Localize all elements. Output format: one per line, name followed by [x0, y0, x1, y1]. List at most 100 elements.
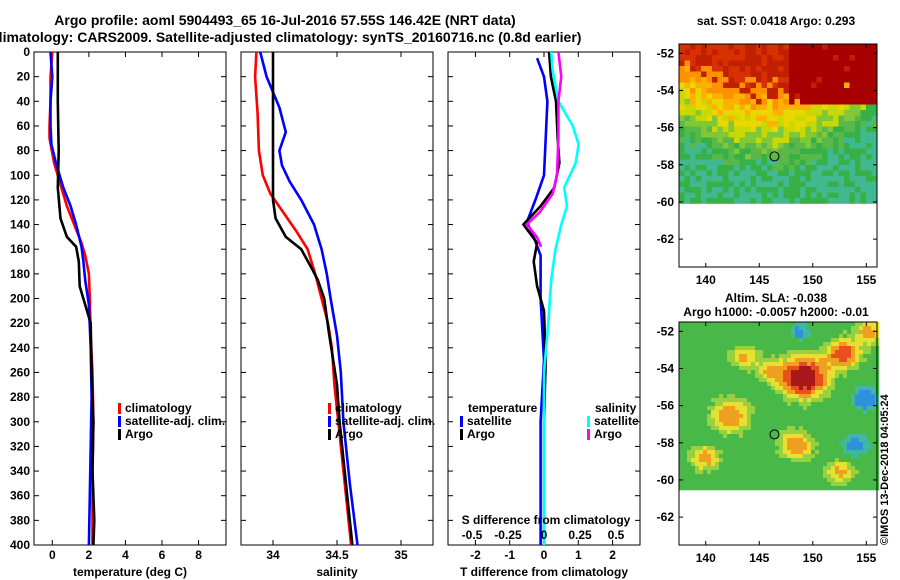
map-cell [701, 88, 707, 94]
map-cell [691, 326, 696, 331]
map-cell [751, 482, 756, 487]
map-cell [807, 394, 812, 399]
map-cell [831, 346, 836, 351]
map-cell [683, 390, 688, 395]
map-cell [734, 60, 740, 67]
map-cell [839, 330, 844, 335]
map-cell [783, 99, 790, 105]
map-cell [871, 326, 876, 331]
map-cell [706, 110, 713, 116]
map-cell [739, 414, 744, 419]
map-cell [859, 354, 864, 359]
map-cell [843, 398, 848, 403]
map-cell [803, 338, 808, 343]
map-cell [811, 382, 816, 387]
map-cell [783, 418, 788, 423]
map-cell [683, 466, 688, 471]
map-cell [703, 378, 708, 383]
map-cell [849, 121, 856, 127]
map-cell [751, 434, 756, 439]
map-cell [822, 104, 828, 111]
map-cell [831, 454, 836, 459]
map-cell [717, 159, 724, 166]
map-cell [803, 366, 808, 371]
map-cell [839, 326, 844, 331]
map-cell [783, 422, 788, 427]
map-cell [743, 378, 748, 383]
map-cell [779, 430, 784, 435]
map-cell [743, 394, 748, 399]
map-cell [859, 398, 864, 403]
map-cell [779, 350, 784, 355]
map-cell [783, 66, 790, 72]
map-cell [807, 374, 812, 379]
map-cell [795, 366, 800, 371]
map-cell [679, 143, 685, 149]
map-cell [735, 330, 740, 335]
map-cell [683, 378, 688, 383]
map-cell [844, 77, 850, 83]
map-cell [743, 370, 748, 375]
map-cell [739, 110, 746, 116]
map-cell [703, 486, 708, 491]
map-cell [787, 458, 792, 463]
map-cell [789, 132, 795, 138]
map-cell [811, 414, 816, 419]
map-cell [772, 82, 779, 89]
map-cell [723, 104, 729, 111]
map-cell [727, 462, 732, 467]
map-cell [783, 148, 790, 155]
map-cell [695, 478, 700, 483]
map-cell [734, 104, 740, 111]
map-cell [734, 154, 740, 160]
map-cell [739, 137, 746, 144]
map-cell [767, 398, 772, 403]
map-cell [695, 71, 702, 78]
map-cell [715, 470, 720, 475]
map-cell [743, 334, 748, 339]
map-cell [719, 358, 724, 363]
map-cell [679, 422, 684, 427]
map-cell [690, 181, 696, 188]
map-cell [761, 60, 768, 67]
map-cell [823, 346, 828, 351]
map-cell [783, 406, 788, 411]
map-cell [728, 104, 735, 111]
map-cell [731, 330, 736, 335]
map-cell [827, 192, 834, 199]
map-cell [807, 434, 812, 439]
map-cell [791, 386, 796, 391]
map-cell [739, 398, 744, 403]
map-cell [819, 330, 824, 335]
map-cell [815, 482, 820, 487]
map-cell [759, 354, 764, 359]
map-cell [833, 99, 839, 105]
map-cell [866, 148, 872, 155]
map-cell [747, 338, 752, 343]
map-cell [851, 446, 856, 451]
map-cell [679, 322, 684, 327]
map-cell [747, 478, 752, 483]
map-cell [707, 450, 712, 455]
map-cell [695, 410, 700, 415]
map-cell [706, 176, 713, 182]
map-cell [703, 462, 708, 467]
map-cell [811, 93, 817, 100]
map-cell [767, 126, 773, 133]
map-cell [822, 137, 828, 144]
map-cell [827, 462, 832, 467]
map-cell [843, 386, 848, 391]
map-cell [756, 165, 762, 171]
map-cell [767, 342, 772, 347]
map-cell [699, 430, 704, 435]
map-cell [849, 132, 856, 138]
map-cell [783, 370, 788, 375]
map-cell [695, 450, 700, 455]
map-cell [703, 382, 708, 387]
map-cell [772, 104, 779, 111]
map-cell [771, 326, 776, 331]
map-cell [789, 143, 795, 149]
map-cell [844, 148, 850, 155]
map-cell [800, 159, 806, 166]
map-cell [707, 426, 712, 431]
